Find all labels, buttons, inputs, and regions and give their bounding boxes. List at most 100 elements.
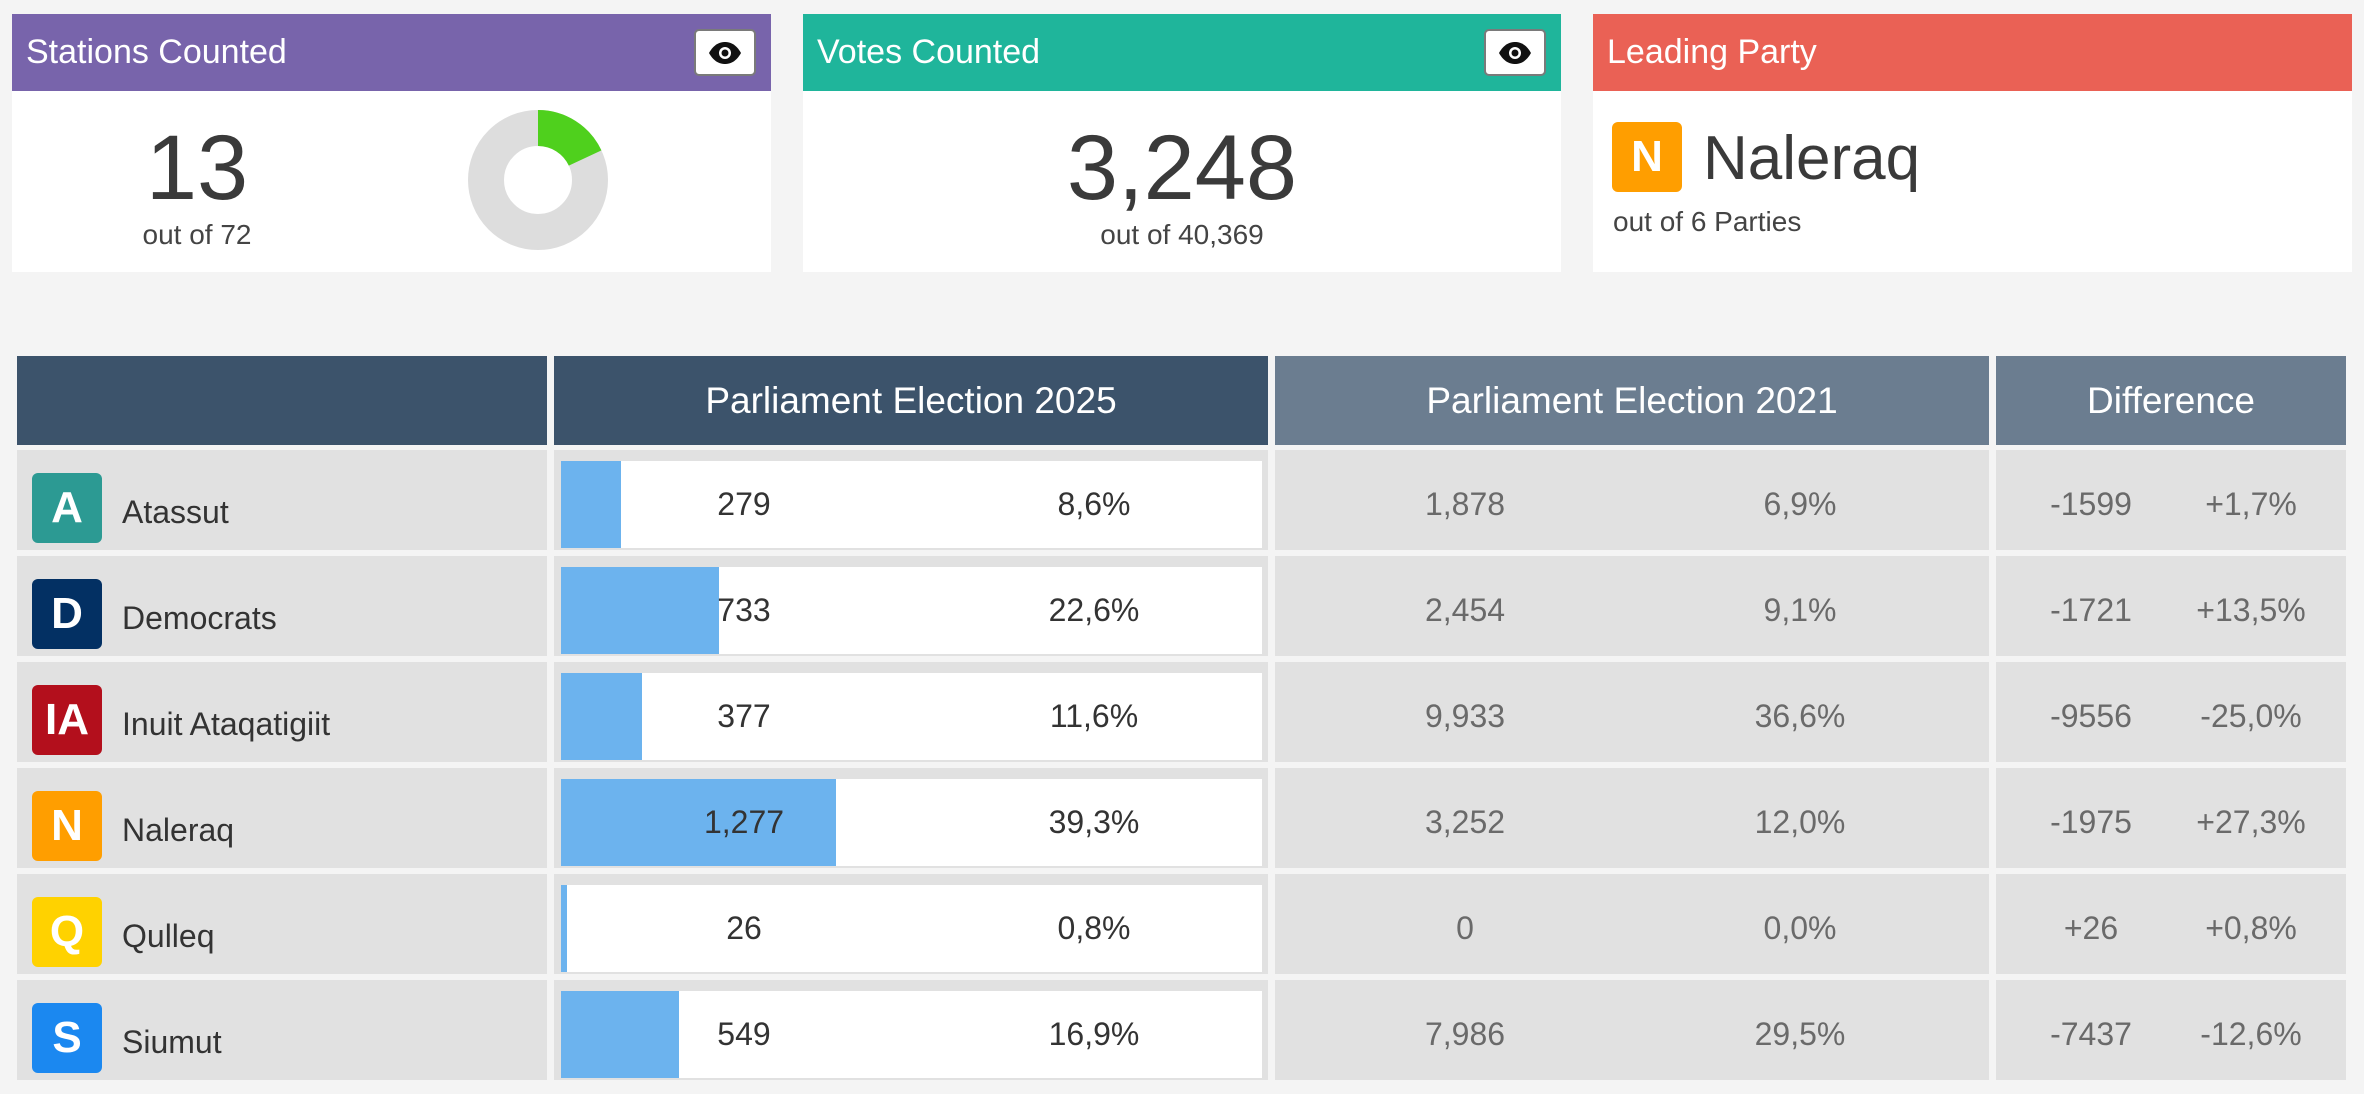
vote-share-fill bbox=[561, 461, 622, 548]
votes-2021: 7,986 bbox=[1424, 1016, 1506, 1052]
vote-share-bar bbox=[561, 567, 1262, 654]
diff-pct: +27,3% bbox=[2196, 804, 2306, 840]
votes-counted-subtitle: out of 40,369 bbox=[1100, 219, 1264, 250]
party-badge: D bbox=[32, 579, 102, 649]
eye-icon bbox=[1499, 41, 1531, 64]
vote-share-bar bbox=[561, 461, 1262, 548]
diff-votes: -1721 bbox=[2050, 592, 2132, 628]
votes-counted-card: Votes Counted 3,248 out of 40,369 bbox=[803, 14, 1561, 272]
eye-icon bbox=[709, 41, 741, 64]
donut-progress bbox=[537, 110, 602, 167]
votes-counted-value: 3,248 bbox=[1066, 117, 1298, 219]
election-2021-cell: 2,454 9,1% bbox=[1275, 556, 1989, 656]
party-badge: S bbox=[32, 1003, 102, 1073]
party-name: Democrats bbox=[122, 600, 277, 636]
votes-counted-header: Votes Counted bbox=[803, 14, 1561, 91]
votes-2021: 3,252 bbox=[1424, 804, 1506, 840]
vote-share-bar bbox=[561, 991, 1262, 1078]
election-2021-cell: 3,252 12,0% bbox=[1275, 768, 1989, 868]
pct-2021: 0,0% bbox=[1763, 910, 1837, 946]
vote-share-fill bbox=[561, 991, 680, 1078]
party-cell: D Democrats bbox=[17, 556, 547, 656]
leading-party-title: Leading Party bbox=[1607, 33, 1817, 71]
stations-counted-title: Stations Counted bbox=[26, 33, 287, 71]
diff-pct: +0,8% bbox=[2205, 910, 2297, 946]
diff-votes: -1599 bbox=[2050, 486, 2132, 522]
diff-pct: -25,0% bbox=[2200, 698, 2302, 734]
stations-counted-value: 13 bbox=[145, 117, 249, 219]
party-name: Atassut bbox=[122, 494, 229, 530]
election-2021-cell: 9,933 36,6% bbox=[1275, 662, 1989, 762]
diff-votes: -7437 bbox=[2050, 1016, 2132, 1052]
party-cell: Q Qulleq bbox=[17, 874, 547, 974]
pct-2021: 9,1% bbox=[1763, 592, 1837, 628]
pct-2021: 12,0% bbox=[1754, 804, 1846, 840]
difference-cell: -9556 -25,0% bbox=[1996, 662, 2346, 762]
election-2025-cell: 26 0,8% bbox=[554, 874, 1268, 974]
party-cell: IA Inuit Ataqatigiit bbox=[17, 662, 547, 762]
vote-share-fill bbox=[561, 885, 567, 972]
pct-2025: 22,6% bbox=[1048, 592, 1140, 628]
party-name: Inuit Ataqatigiit bbox=[122, 706, 331, 742]
votes-2025: 1,277 bbox=[703, 804, 785, 840]
vote-share-fill bbox=[561, 779, 837, 866]
header-difference: Difference bbox=[1996, 356, 2346, 445]
pct-2025: 8,6% bbox=[1057, 486, 1131, 522]
votes-toggle-button[interactable] bbox=[1484, 29, 1546, 76]
stations-toggle-button[interactable] bbox=[694, 29, 756, 76]
pct-2025: 11,6% bbox=[1049, 698, 1139, 734]
votes-2021: 2,454 bbox=[1424, 592, 1506, 628]
header-party bbox=[17, 356, 547, 445]
votes-2021: 1,878 bbox=[1424, 486, 1506, 522]
pct-2025: 39,3% bbox=[1048, 804, 1140, 840]
pct-2025: 0,8% bbox=[1057, 910, 1131, 946]
election-2025-cell: 549 16,9% bbox=[554, 980, 1268, 1080]
stations-counted-subtitle: out of 72 bbox=[142, 219, 252, 250]
election-2021-cell: 0 0,0% bbox=[1275, 874, 1989, 974]
party-name: Qulleq bbox=[122, 918, 215, 954]
diff-votes: +26 bbox=[2063, 910, 2119, 946]
party-cell: N Naleraq bbox=[17, 768, 547, 868]
leading-party-subtitle: out of 6 Parties bbox=[1613, 206, 1802, 237]
difference-cell: -7437 -12,6% bbox=[1996, 980, 2346, 1080]
pct-2021: 36,6% bbox=[1754, 698, 1846, 734]
difference-cell: -1975 +27,3% bbox=[1996, 768, 2346, 868]
pct-2025: 16,9% bbox=[1048, 1016, 1140, 1052]
election-2025-cell: 733 22,6% bbox=[554, 556, 1268, 656]
difference-cell: -1599 +1,7% bbox=[1996, 450, 2346, 550]
diff-pct: +1,7% bbox=[2205, 486, 2297, 522]
votes-2021: 0 bbox=[1456, 910, 1474, 946]
vote-share-fill bbox=[561, 567, 720, 654]
leading-party-card: Leading Party N Naleraq out of 6 Parties bbox=[1593, 14, 2352, 272]
party-name: Naleraq bbox=[122, 812, 235, 848]
vote-share-bar bbox=[561, 885, 1262, 972]
election-2025-cell: 377 11,6% bbox=[554, 662, 1268, 762]
diff-votes: -1975 bbox=[2050, 804, 2132, 840]
leading-party-header: Leading Party bbox=[1593, 14, 2352, 91]
votes-2025: 279 bbox=[717, 486, 771, 522]
votes-2025: 733 bbox=[717, 592, 771, 628]
vote-share-fill bbox=[561, 673, 643, 760]
diff-votes: -9556 bbox=[2050, 698, 2132, 734]
party-badge: A bbox=[32, 473, 102, 543]
votes-counted-title: Votes Counted bbox=[817, 33, 1041, 71]
election-2025-cell: 279 8,6% bbox=[554, 450, 1268, 550]
leading-party-badge: N bbox=[1612, 122, 1682, 192]
election-2021-cell: 7,986 29,5% bbox=[1275, 980, 1989, 1080]
diff-pct: -12,6% bbox=[2200, 1016, 2302, 1052]
election-2021-cell: 1,878 6,9% bbox=[1275, 450, 1989, 550]
party-badge: Q bbox=[32, 897, 102, 967]
header-election-2025: Parliament Election 2025 bbox=[554, 356, 1268, 445]
vote-share-bar bbox=[561, 673, 1262, 760]
pct-2021: 29,5% bbox=[1754, 1016, 1846, 1052]
leading-party-name: Naleraq bbox=[1703, 124, 1921, 193]
votes-2025: 26 bbox=[726, 910, 762, 946]
party-name: Siumut bbox=[122, 1024, 222, 1060]
party-badge: IA bbox=[32, 685, 102, 755]
difference-cell: +26 +0,8% bbox=[1996, 874, 2346, 974]
votes-2025: 377 bbox=[717, 698, 771, 734]
header-election-2021: Parliament Election 2021 bbox=[1275, 356, 1989, 445]
stations-donut-chart bbox=[468, 110, 608, 250]
party-badge: N bbox=[32, 791, 102, 861]
votes-2021: 9,933 bbox=[1424, 698, 1506, 734]
